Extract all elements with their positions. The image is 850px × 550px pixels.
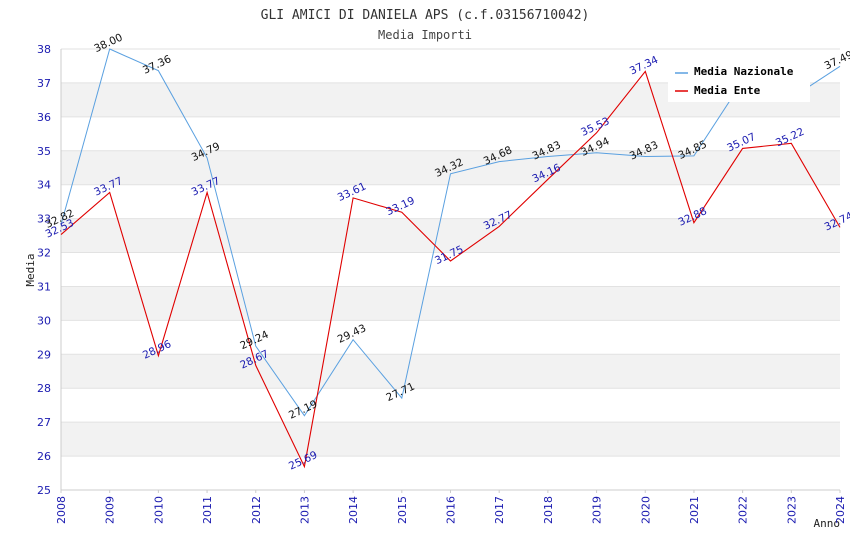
grid-bands <box>61 48 840 491</box>
grid-band <box>61 252 840 287</box>
y-tick-label: 33 <box>37 213 51 226</box>
grid-band <box>61 422 840 457</box>
y-tick-label: 38 <box>37 43 51 56</box>
grid-band <box>61 354 840 389</box>
series-line-media-ente <box>60 70 841 469</box>
series-line-media-nazionale <box>60 48 841 417</box>
y-tick-label: 31 <box>37 280 51 293</box>
y-tick-label: 28 <box>37 382 51 395</box>
y-tick-label: 25 <box>37 484 51 497</box>
x-tick-label: 2023 <box>785 496 798 524</box>
x-tick-label: 2017 <box>493 496 506 524</box>
grid-band <box>61 456 840 490</box>
x-tick-label: 2013 <box>298 496 311 524</box>
x-tick-label: 2012 <box>250 496 263 524</box>
grid-band <box>61 184 840 219</box>
x-tick-label: 2016 <box>445 496 458 524</box>
x-tick-label: 2009 <box>104 496 117 524</box>
y-tick-label: 27 <box>37 416 51 429</box>
y-tick-label: 37 <box>37 77 51 90</box>
x-tick-label: 2021 <box>688 496 701 524</box>
y-tick-label: 26 <box>37 450 51 463</box>
grid-band <box>61 320 840 355</box>
grid-band <box>61 286 840 321</box>
x-tick-label: 2020 <box>639 496 652 524</box>
grid-band <box>61 150 840 185</box>
legend: Media Nazionale Media Ente <box>668 60 810 102</box>
legend-box <box>668 60 810 102</box>
y-tick-label: 36 <box>37 111 51 124</box>
x-axis-label: Anno <box>814 517 841 530</box>
x-tick-label: 2015 <box>396 496 409 524</box>
grid-band <box>61 388 840 423</box>
x-tick-label: 2018 <box>542 496 555 524</box>
x-tick-label: 2008 <box>55 496 68 524</box>
x-ticks: 2008 2009 2010 2011 2012 2013 2014 2015 2016 2017… <box>55 490 847 524</box>
chart-subtitle: Media Importi <box>378 28 472 42</box>
legend-label-nazionale: Media Nazionale <box>694 65 794 78</box>
y-ticks: 25 26 27 28 29 30 31 32 33 34 35 36 37 38 <box>37 43 51 497</box>
series-lines <box>60 48 841 469</box>
grid-band <box>61 116 840 151</box>
chart-title: GLI AMICI DI DANIELA APS (c.f.0315671004… <box>261 8 590 23</box>
x-tick-label: 2024 <box>834 496 847 524</box>
y-axis-label: Media <box>24 253 37 286</box>
x-tick-label: 2011 <box>201 496 214 524</box>
y-tick-label: 35 <box>37 145 51 158</box>
x-tick-label: 2022 <box>737 496 750 524</box>
x-tick-label: 2019 <box>591 496 604 524</box>
legend-label-ente: Media Ente <box>694 84 761 97</box>
y-tick-label: 30 <box>37 314 51 327</box>
x-tick-label: 2010 <box>152 496 165 524</box>
y-tick-label: 34 <box>37 179 51 192</box>
x-tick-label: 2014 <box>347 496 360 524</box>
y-tick-label: 32 <box>37 247 51 260</box>
y-tick-label: 29 <box>37 348 51 361</box>
